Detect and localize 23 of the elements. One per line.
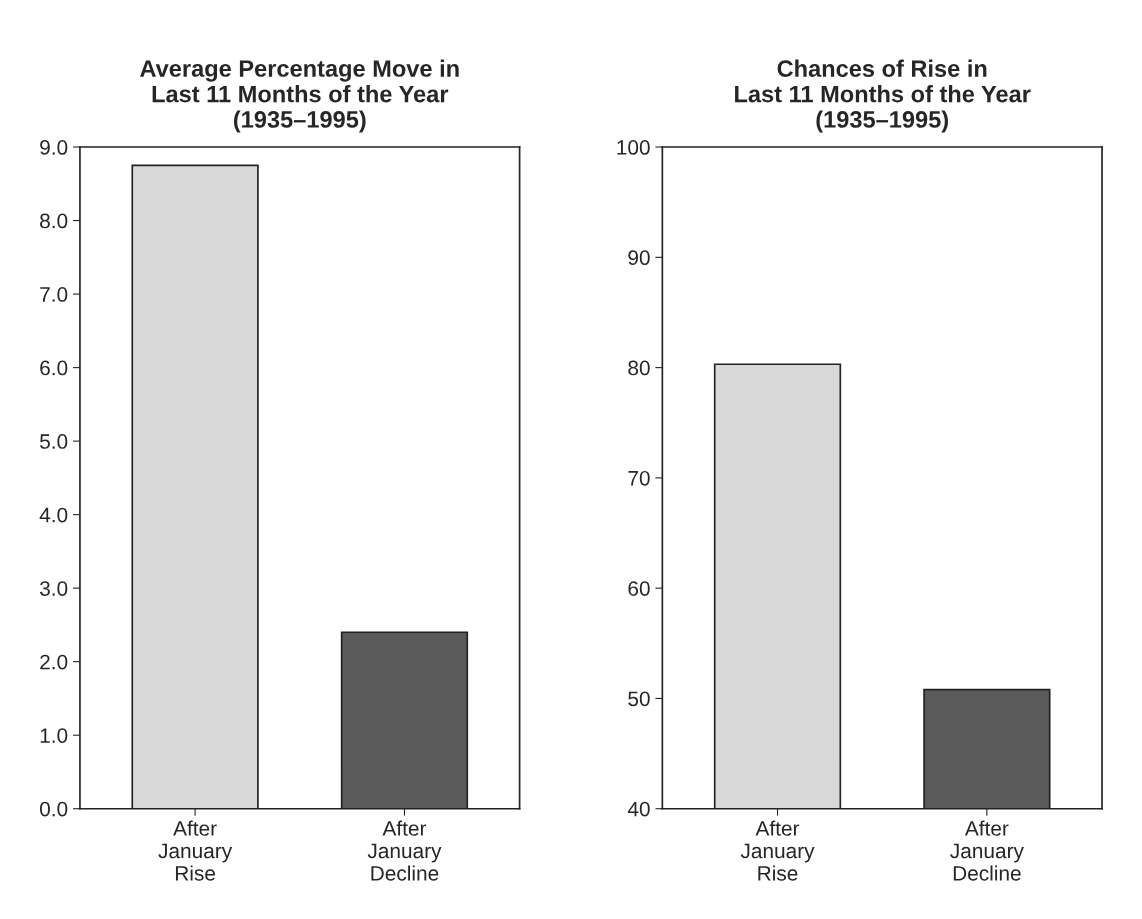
- y-tick-label: 3.0: [39, 581, 68, 596]
- x-tick-label: After January Rise: [740, 820, 815, 881]
- chart-title: Average Percentage Move in Last 11 Months of the Year (1935–1995): [140, 59, 459, 133]
- y-tick-label: 50: [628, 691, 650, 707]
- y-tick-label: 0.0: [39, 801, 68, 817]
- y-tick-label: 40: [627, 801, 650, 817]
- y-tick-label: 90: [628, 250, 650, 266]
- y-tick-label: 5.0: [40, 434, 68, 449]
- y-tick-label: 8.0: [40, 213, 68, 229]
- y-tick-label: 1.0: [40, 728, 68, 743]
- y-tick-label: 70: [628, 470, 650, 486]
- x-tick-label: After January Decline: [367, 820, 442, 881]
- chart-title: Chances of Rise in Last 11 Months of the Year (1935–1995): [735, 59, 1031, 133]
- y-tick-label: 6.0: [40, 360, 68, 376]
- x-tick-label: After January Decline: [950, 820, 1024, 881]
- y-tick-label: 7.0: [40, 287, 68, 302]
- x-tick-label: After January Rise: [158, 820, 233, 881]
- y-tick-label: 80: [628, 360, 650, 376]
- y-tick-label: 2.0: [40, 654, 68, 670]
- y-tick-label: 4.0: [39, 507, 68, 523]
- y-tick-label: 9.0: [40, 140, 68, 155]
- y-tick-label: 60: [628, 581, 650, 596]
- y-tick-label: 100: [617, 140, 650, 155]
